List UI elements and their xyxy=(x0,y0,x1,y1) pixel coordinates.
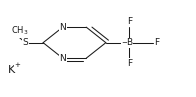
Text: −: − xyxy=(121,40,127,46)
Text: N: N xyxy=(59,54,66,63)
Text: K: K xyxy=(8,65,15,75)
Text: N: N xyxy=(59,23,66,32)
Text: +: + xyxy=(14,62,20,68)
Text: S: S xyxy=(23,38,28,47)
Text: F: F xyxy=(127,59,132,68)
Text: F: F xyxy=(127,17,132,26)
Text: B: B xyxy=(126,38,132,47)
Text: F: F xyxy=(154,38,159,47)
Text: $\mathregular{CH_3}$: $\mathregular{CH_3}$ xyxy=(11,25,28,37)
